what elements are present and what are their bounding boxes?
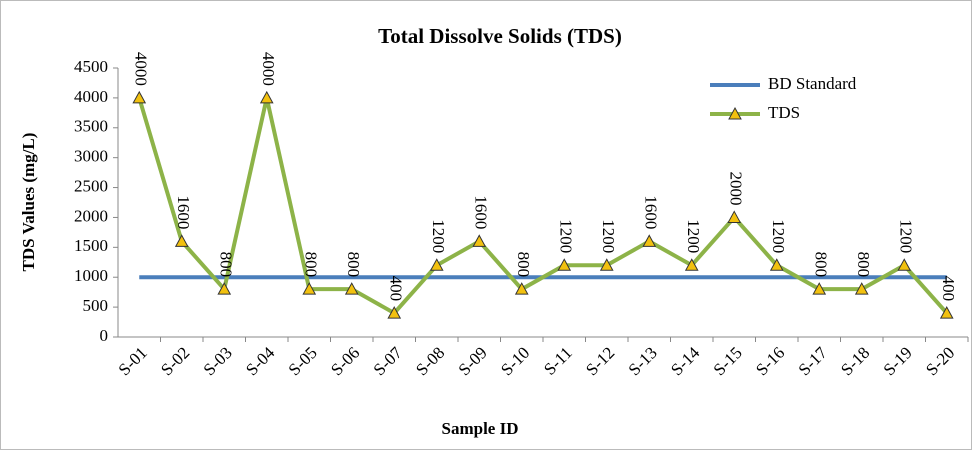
x-axis-label: Sample ID — [442, 419, 519, 438]
marker — [769, 258, 784, 271]
marker — [642, 234, 657, 247]
data-label: 1600 — [641, 195, 660, 229]
marker — [259, 90, 274, 104]
data-label: 4000 — [131, 52, 150, 86]
legend-label: TDS — [768, 103, 800, 122]
marker — [217, 282, 232, 295]
data-label: 2000 — [726, 171, 745, 205]
data-label: 800 — [514, 252, 533, 278]
y-tick-label: 3500 — [74, 117, 108, 136]
marker — [174, 234, 189, 247]
marker — [472, 234, 487, 247]
data-label: 800 — [854, 252, 873, 278]
marker — [344, 282, 359, 295]
marker — [684, 258, 699, 271]
y-tick-label: 1500 — [74, 236, 108, 255]
marker — [854, 282, 869, 295]
data-label: 1200 — [429, 219, 448, 253]
data-label: 800 — [301, 252, 320, 278]
data-label: 1200 — [599, 219, 618, 253]
y-tick-label: 0 — [100, 326, 109, 345]
data-label: 1600 — [471, 195, 490, 229]
y-tick-label: 4500 — [74, 57, 108, 76]
marker — [727, 210, 742, 223]
y-tick-label: 1000 — [74, 266, 108, 285]
y-axis-label: TDS Values (mg/L) — [19, 133, 38, 272]
y-tick-label: 3000 — [74, 147, 108, 166]
data-label: 1200 — [556, 219, 575, 253]
y-tick-label: 500 — [83, 296, 109, 315]
data-label: 1600 — [174, 195, 193, 229]
marker — [429, 258, 444, 271]
marker — [387, 306, 402, 319]
data-label: 400 — [939, 276, 958, 302]
data-label: 1200 — [896, 219, 915, 253]
marker — [812, 282, 827, 295]
marker — [557, 258, 572, 271]
y-tick-label: 4000 — [74, 87, 108, 106]
chart-title: Total Dissolve Solids (TDS) — [378, 24, 622, 48]
data-label: 400 — [386, 276, 405, 302]
data-label: 4000 — [259, 52, 278, 86]
marker — [939, 306, 954, 319]
data-label: 800 — [216, 252, 235, 278]
marker — [514, 282, 529, 295]
marker — [132, 90, 147, 104]
marker — [599, 258, 614, 271]
marker — [897, 258, 912, 271]
data-label: 800 — [344, 252, 363, 278]
data-label: 1200 — [684, 219, 703, 253]
y-tick-label: 2500 — [74, 176, 108, 195]
data-label: 1200 — [769, 219, 788, 253]
marker — [302, 282, 317, 295]
legend-marker — [728, 106, 742, 120]
data-label: 800 — [811, 252, 830, 278]
legend-label: BD Standard — [768, 74, 857, 93]
series-line — [137, 97, 949, 316]
y-tick-label: 2000 — [74, 206, 108, 225]
